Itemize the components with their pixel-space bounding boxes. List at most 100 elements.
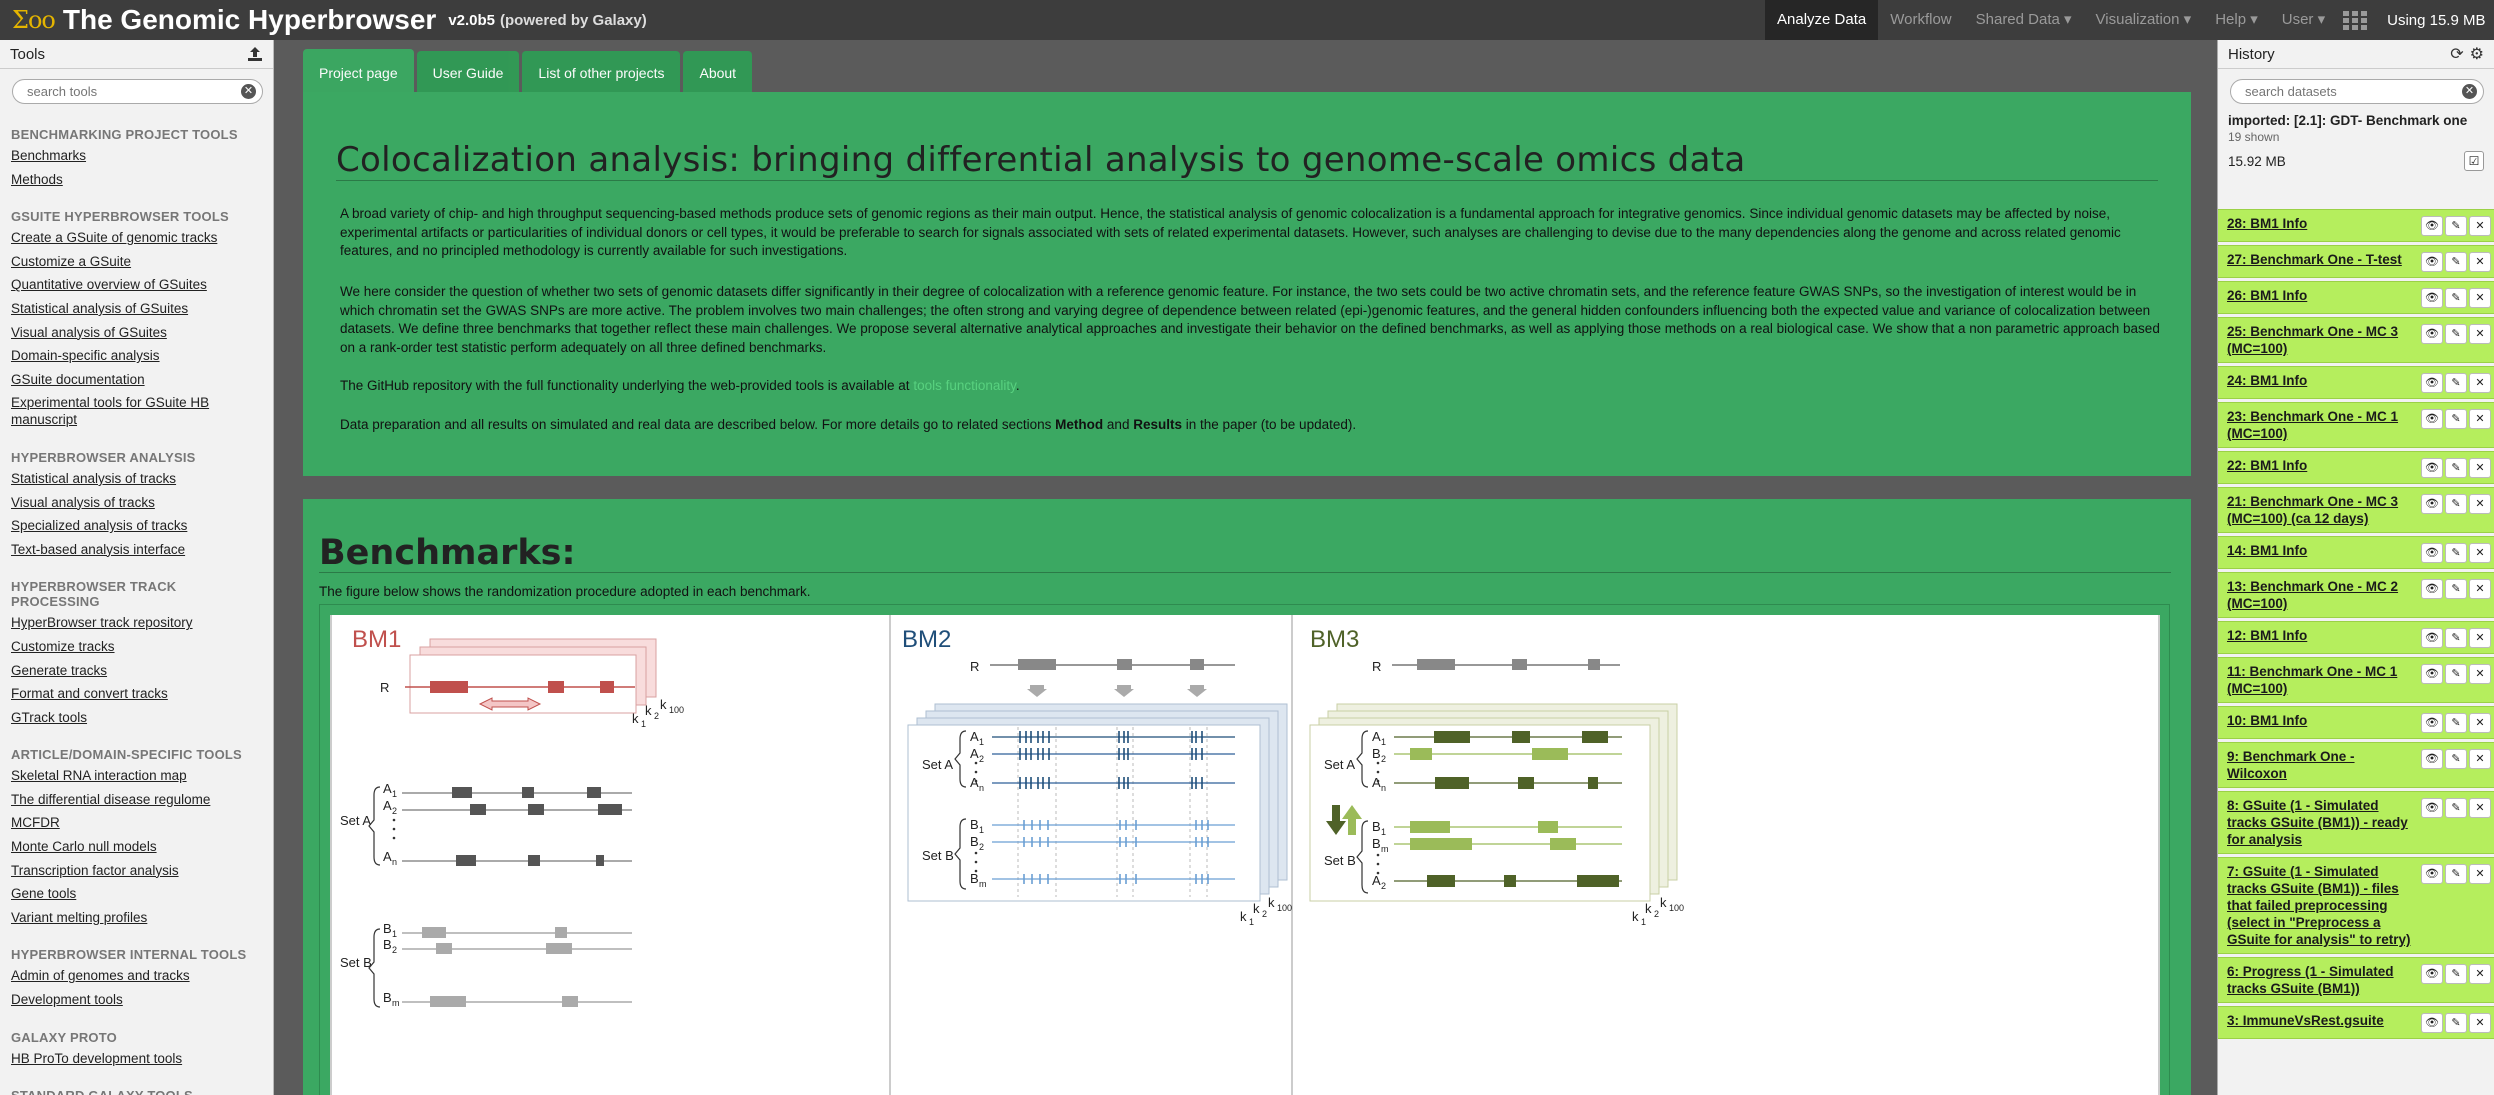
tool-link[interactable]: Visual analysis of GSuites (11, 324, 167, 340)
delete-icon[interactable]: ✕ (2469, 628, 2491, 648)
history-search-input[interactable] (2245, 84, 2462, 99)
dataset-title[interactable]: 21: Benchmark One - MC 3 (MC=100) (ca 12… (2227, 494, 2399, 526)
pencil-icon[interactable]: ✎ (2445, 713, 2467, 733)
tool-search-input[interactable] (27, 84, 241, 99)
eye-icon[interactable]: 👁 (2421, 324, 2443, 344)
tool-link[interactable]: Skeletal RNA interaction map (11, 768, 187, 784)
tab-user-guide[interactable]: User Guide (416, 51, 520, 93)
tool-link[interactable]: Statistical analysis of GSuites (11, 300, 189, 316)
pencil-icon[interactable]: ✎ (2445, 543, 2467, 563)
dataset-item[interactable]: 3: ImmuneVsRest.gsuite 👁 ✎ ✕ (2218, 1006, 2494, 1039)
dataset-item[interactable]: 11: Benchmark One - MC 1 (MC=100) 👁 ✎ ✕ (2218, 657, 2494, 703)
dataset-item[interactable]: 8: GSuite (1 - Simulated tracks GSuite (… (2218, 791, 2494, 854)
dataset-item[interactable]: 14: BM1 Info 👁 ✎ ✕ (2218, 536, 2494, 569)
brand[interactable]: Σoo The Genomic Hyperbrowser v2.0b5 (pow… (0, 0, 647, 40)
select-datasets-icon[interactable]: ☑ (2464, 151, 2484, 171)
tool-link[interactable]: HB ProTo development tools (11, 1050, 183, 1066)
tool-link[interactable]: GTrack tools (11, 709, 88, 725)
dataset-item[interactable]: 12: BM1 Info 👁 ✎ ✕ (2218, 621, 2494, 654)
nav-user[interactable]: User ▾ (2281, 11, 2326, 28)
tool-section-title[interactable]: ARTICLE/DOMAIN-SPECIFIC TOOLS (11, 747, 242, 763)
dataset-title[interactable]: 25: Benchmark One - MC 3 (MC=100) (2227, 324, 2399, 356)
delete-icon[interactable]: ✕ (2469, 324, 2491, 344)
pencil-icon[interactable]: ✎ (2445, 864, 2467, 884)
dataset-item[interactable]: 26: BM1 Info 👁 ✎ ✕ (2218, 281, 2494, 314)
pencil-icon[interactable]: ✎ (2445, 664, 2467, 684)
tool-link[interactable]: Gene tools (11, 886, 77, 902)
delete-icon[interactable]: ✕ (2469, 964, 2491, 984)
dataset-item[interactable]: 27: Benchmark One - T-test 👁 ✎ ✕ (2218, 245, 2494, 278)
tool-link[interactable]: Text-based analysis interface (11, 541, 186, 557)
delete-icon[interactable]: ✕ (2469, 798, 2491, 818)
tool-section-title[interactable]: GALAXY PROTO (11, 1029, 117, 1045)
tool-link[interactable]: Experimental tools for GSuite HB manuscr… (11, 395, 210, 428)
dataset-title[interactable]: 26: BM1 Info (2227, 288, 2308, 303)
delete-icon[interactable]: ✕ (2469, 409, 2491, 429)
delete-icon[interactable]: ✕ (2469, 216, 2491, 236)
eye-icon[interactable]: 👁 (2421, 964, 2443, 984)
eye-icon[interactable]: 👁 (2421, 1013, 2443, 1033)
gear-icon[interactable]: ⚙ (2469, 46, 2484, 63)
eye-icon[interactable]: 👁 (2421, 749, 2443, 769)
pencil-icon[interactable]: ✎ (2445, 373, 2467, 393)
dataset-title[interactable]: 11: Benchmark One - MC 1 (MC=100) (2227, 664, 2398, 696)
dataset-title[interactable]: 24: BM1 Info (2227, 373, 2308, 388)
tool-link[interactable]: Generate tracks (11, 662, 108, 678)
apps-grid-icon[interactable] (2343, 9, 2369, 31)
tab-project-page[interactable]: Project page (303, 49, 414, 93)
clear-search-icon[interactable]: ✕ (241, 84, 256, 99)
dataset-title[interactable]: 13: Benchmark One - MC 2 (MC=100) (2227, 579, 2399, 611)
dataset-title[interactable]: 3: ImmuneVsRest.gsuite (2227, 1013, 2384, 1028)
tool-link[interactable]: Admin of genomes and tracks (11, 968, 190, 984)
history-name[interactable]: imported: [2.1]: GDT- Benchmark one (2228, 113, 2468, 128)
tool-link[interactable]: Development tools (11, 992, 123, 1008)
delete-icon[interactable]: ✕ (2469, 713, 2491, 733)
dataset-title[interactable]: 27: Benchmark One - T-test (2227, 252, 2402, 267)
tool-section-title[interactable]: HYPERBROWSER ANALYSIS (11, 449, 196, 465)
pencil-icon[interactable]: ✎ (2445, 1013, 2467, 1033)
eye-icon[interactable]: 👁 (2421, 458, 2443, 478)
dataset-title[interactable]: 9: Benchmark One - Wilcoxon (2227, 749, 2355, 781)
pencil-icon[interactable]: ✎ (2445, 216, 2467, 236)
nav-shared-data[interactable]: Shared Data ▾ (1975, 11, 2072, 28)
tool-link[interactable]: Quantitative overview of GSuites (11, 277, 207, 293)
delete-icon[interactable]: ✕ (2469, 864, 2491, 884)
pencil-icon[interactable]: ✎ (2445, 458, 2467, 478)
eye-icon[interactable]: 👁 (2421, 494, 2443, 514)
dataset-title[interactable]: 10: BM1 Info (2227, 713, 2308, 728)
dataset-title[interactable]: 22: BM1 Info (2227, 458, 2308, 473)
dataset-title[interactable]: 8: GSuite (1 - Simulated tracks GSuite (… (2227, 798, 2408, 847)
tool-section-title[interactable]: GSUITE HYPERBROWSER TOOLS (11, 209, 229, 225)
delete-icon[interactable]: ✕ (2469, 373, 2491, 393)
delete-icon[interactable]: ✕ (2469, 252, 2491, 272)
eye-icon[interactable]: 👁 (2421, 216, 2443, 236)
tool-link[interactable]: Statistical analysis of tracks (11, 470, 177, 486)
tab-about[interactable]: About (683, 51, 753, 93)
tool-link[interactable]: Customize a GSuite (11, 253, 132, 269)
dataset-title[interactable]: 12: BM1 Info (2227, 628, 2308, 643)
eye-icon[interactable]: 👁 (2421, 373, 2443, 393)
dataset-title[interactable]: 28: BM1 Info (2227, 216, 2308, 231)
delete-icon[interactable]: ✕ (2469, 458, 2491, 478)
tool-section-title[interactable]: STANDARD GALAXY TOOLS (11, 1088, 262, 1095)
tool-link[interactable]: HyperBrowser track repository (11, 615, 193, 631)
delete-icon[interactable]: ✕ (2469, 664, 2491, 684)
pencil-icon[interactable]: ✎ (2445, 324, 2467, 344)
tool-link[interactable]: Domain-specific analysis (11, 348, 160, 364)
dataset-item[interactable]: 22: BM1 Info 👁 ✎ ✕ (2218, 451, 2494, 484)
refresh-icon[interactable]: ⟳ (2450, 46, 2464, 63)
eye-icon[interactable]: 👁 (2421, 579, 2443, 599)
eye-icon[interactable]: 👁 (2421, 798, 2443, 818)
pencil-icon[interactable]: ✎ (2445, 409, 2467, 429)
pencil-icon[interactable]: ✎ (2445, 749, 2467, 769)
eye-icon[interactable]: 👁 (2421, 543, 2443, 563)
dataset-title[interactable]: 6: Progress (1 - Simulated tracks GSuite… (2227, 964, 2394, 996)
tool-link[interactable]: Customize tracks (11, 638, 115, 654)
delete-icon[interactable]: ✕ (2469, 579, 2491, 599)
dataset-item[interactable]: 23: Benchmark One - MC 1 (MC=100) 👁 ✎ ✕ (2218, 402, 2494, 448)
tool-link[interactable]: Visual analysis of tracks (11, 494, 155, 510)
pencil-icon[interactable]: ✎ (2445, 288, 2467, 308)
delete-icon[interactable]: ✕ (2469, 1013, 2491, 1033)
tools-functionality-link[interactable]: tools functionality (913, 378, 1016, 393)
tab-other-projects[interactable]: List of other projects (522, 51, 681, 93)
